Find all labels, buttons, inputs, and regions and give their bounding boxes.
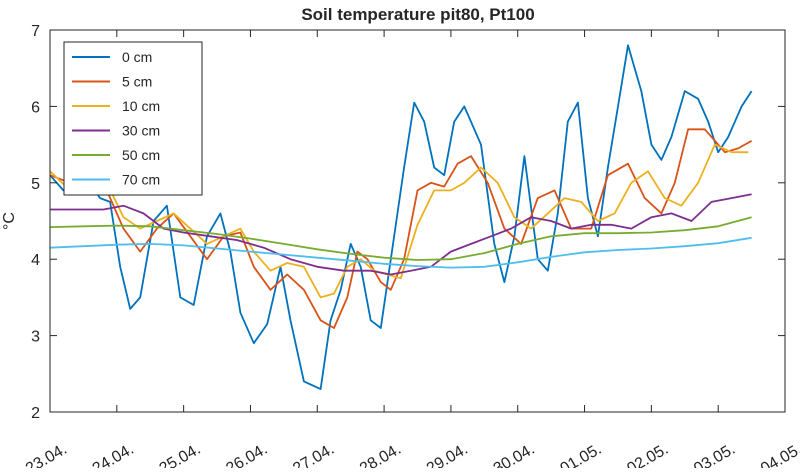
legend-label: 10 cm — [122, 98, 160, 114]
x-tick-label: 30.04. — [491, 441, 538, 468]
y-axis-label: °C — [1, 212, 18, 230]
series-layer — [49, 44, 753, 390]
x-tick-label: 29.04. — [424, 441, 471, 468]
x-tick-label: 28.04. — [357, 441, 404, 468]
x-tick-label: 04.05. — [758, 441, 800, 468]
chart-title: Soil temperature pit80, Pt100 — [301, 5, 534, 24]
legend-label: 5 cm — [122, 74, 152, 90]
series-line-0-cm — [49, 44, 753, 390]
x-tick-label: 01.05. — [558, 441, 605, 468]
legend-label: 70 cm — [122, 172, 160, 188]
series-line-10-cm — [49, 143, 749, 299]
legend: 0 cm 5 cm 10 cm 30 cm 50 cm 70 cm — [63, 41, 203, 196]
y-tick-label: 3 — [31, 329, 40, 346]
legend-label: 30 cm — [122, 123, 160, 139]
series-line-5-cm — [49, 128, 753, 329]
x-tick-label: 24.04. — [90, 441, 137, 468]
legend-box — [63, 41, 203, 196]
series-line-50-cm — [49, 216, 752, 261]
legend-label: 0 cm — [122, 49, 152, 65]
y-tick-label: 6 — [31, 99, 40, 116]
y-tick-label: 4 — [31, 252, 40, 269]
y-tick-label: 7 — [31, 23, 40, 40]
y-tick-label: 2 — [31, 405, 40, 422]
x-tick-label: 03.05. — [691, 441, 738, 468]
plot-frame — [49, 29, 786, 413]
series-line-70-cm — [49, 236, 752, 269]
x-tick-label: 27.04. — [290, 441, 337, 468]
y-tick-label: 5 — [31, 176, 40, 193]
x-tick-label: 25.04. — [157, 441, 204, 468]
legend-label: 50 cm — [122, 147, 160, 163]
x-tick-label: 26.04. — [223, 441, 270, 468]
x-tick-label: 02.05. — [624, 441, 671, 468]
x-tick-label: 23.04. — [23, 441, 70, 468]
